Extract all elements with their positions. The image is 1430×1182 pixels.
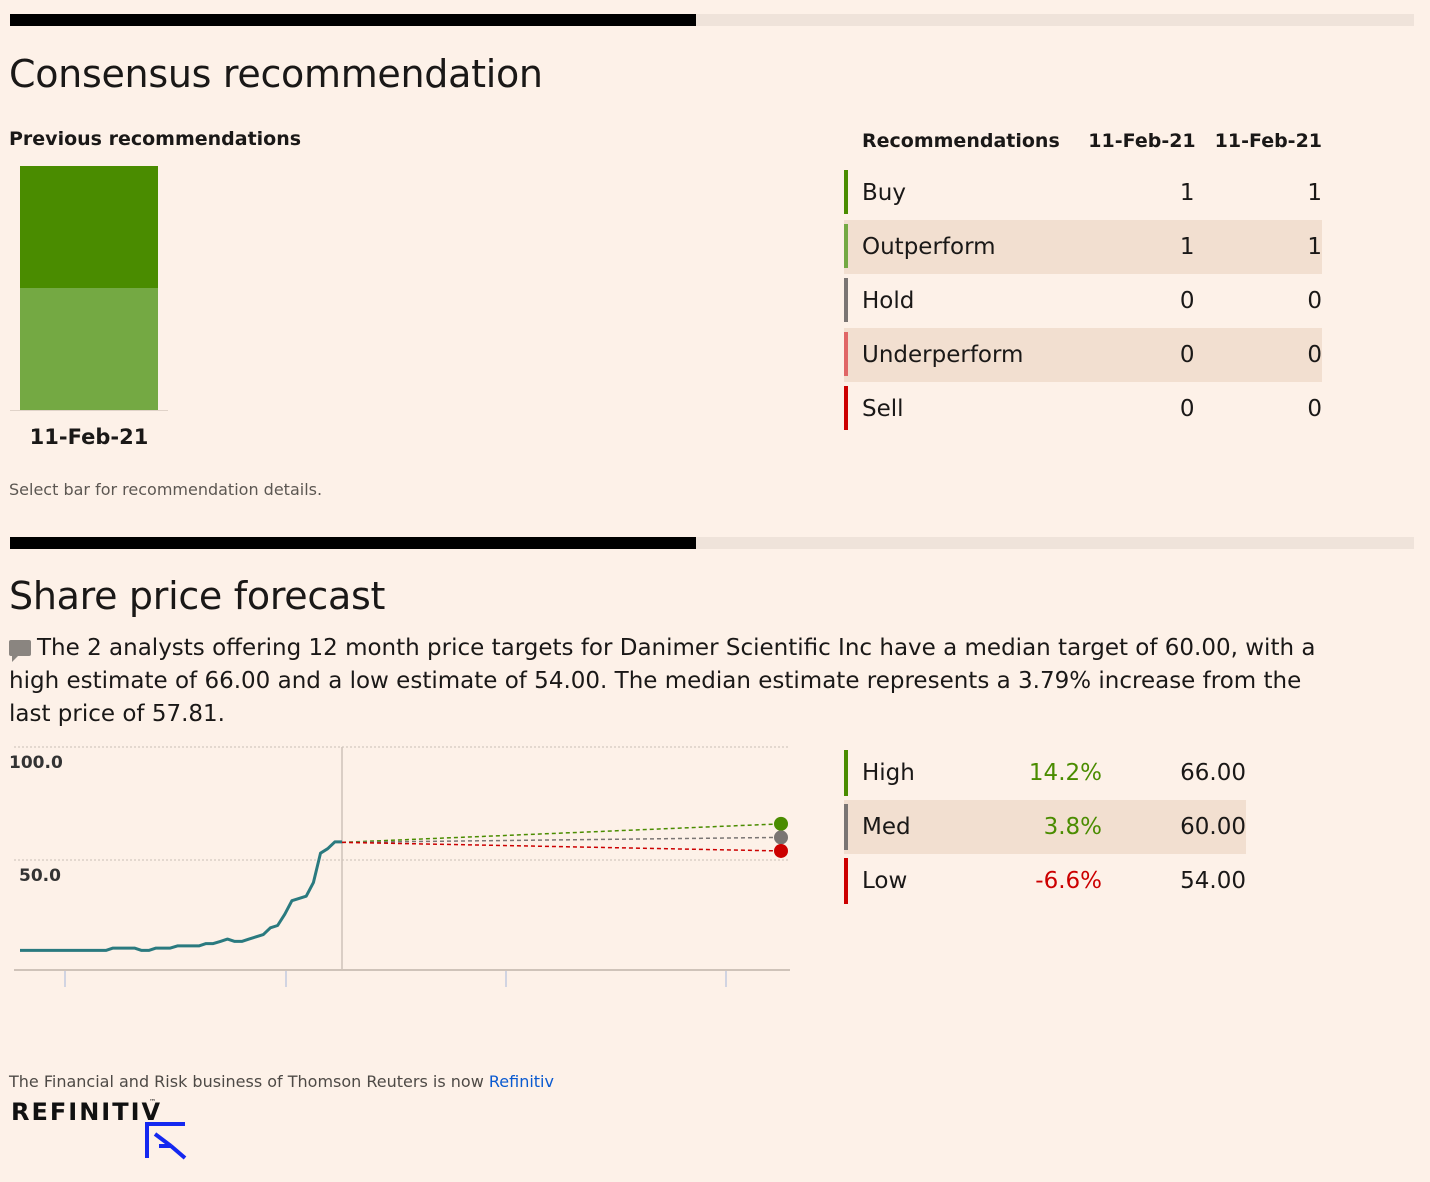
row-label: Buy [862, 180, 906, 206]
recommendations-table: Recommendations 11-Feb-21 11-Feb-21 Buy … [844, 126, 1322, 436]
row-label: Med [862, 814, 911, 840]
row-label: Hold [862, 288, 915, 314]
table-row: Hold 0 0 [844, 274, 1322, 328]
footer-text: The Financial and Risk business of Thoms… [9, 1072, 489, 1091]
row-value-2: 0 [1307, 396, 1322, 422]
high-color-bar [844, 750, 848, 796]
section-rule [10, 537, 1414, 549]
row-pct: 3.8% [1043, 814, 1102, 840]
bar-date-label: 11-Feb-21 [29, 425, 149, 449]
row-value-1: 0 [1179, 342, 1195, 368]
row-label: Outperform [862, 234, 996, 260]
header-date-2: 11-Feb-21 [1214, 130, 1323, 152]
bar-hint: Select bar for recommendation details. [9, 480, 323, 499]
forecast-low-line [341, 841, 782, 852]
logo-text: REFINITIV [11, 1098, 163, 1126]
previous-recommendations-label: Previous recommendations [9, 128, 302, 150]
speech-bubble-icon [9, 640, 31, 662]
buy-color-bar [844, 170, 848, 214]
low-color-bar [844, 858, 848, 904]
row-value: 66.00 [1180, 760, 1246, 786]
row-value: 60.00 [1180, 814, 1246, 840]
row-value-1: 0 [1179, 396, 1195, 422]
summary-text: The 2 analysts offering 12 month price t… [9, 635, 1316, 727]
forecast-low-point [774, 843, 788, 858]
refinitiv-logo: REFINITIV ™ [11, 1098, 187, 1160]
ytick-label: 50.0 [19, 866, 61, 886]
refinitiv-mark-icon [145, 1122, 187, 1160]
row-label: Underperform [862, 342, 1024, 368]
table-row: Low -6.6% 54.00 [844, 854, 1246, 908]
table-row: High 14.2% 66.00 [844, 746, 1246, 800]
row-value-2: 0 [1307, 342, 1322, 368]
ytick-label: 100.0 [9, 753, 63, 773]
forecast-high-line [341, 823, 782, 844]
forecast-table: High 14.2% 66.00 Med 3.8% 60.00 Low -6.6… [844, 746, 1246, 908]
logo-trademark: ™ [149, 1098, 156, 1106]
underperform-color-bar [844, 332, 848, 376]
row-label: Sell [862, 396, 904, 422]
row-value-1: 0 [1179, 288, 1195, 314]
outperform-color-bar [844, 224, 848, 268]
recommendation-bar[interactable] [20, 166, 158, 410]
forecast-summary: The 2 analysts offering 12 month price t… [9, 632, 1329, 731]
header-date-1: 11-Feb-21 [1088, 130, 1196, 152]
forecast-title: Share price forecast [9, 574, 386, 618]
forecast-high-point [774, 816, 788, 831]
hold-color-bar [844, 278, 848, 322]
row-value-1: 1 [1179, 180, 1195, 206]
row-pct: 14.2% [1028, 760, 1102, 786]
table-row: Underperform 0 0 [844, 328, 1322, 382]
section-rule [10, 14, 1414, 26]
header-recommendations: Recommendations [862, 130, 1060, 152]
bar-segment-outperform[interactable] [20, 288, 158, 410]
table-row: Outperform 1 1 [844, 220, 1322, 274]
row-pct: -6.6% [1035, 868, 1102, 894]
table-row: Med 3.8% 60.00 [844, 800, 1246, 854]
row-value-2: 1 [1307, 180, 1322, 206]
forecast-med-point [774, 830, 788, 845]
table-row: Sell 0 0 [844, 382, 1322, 436]
row-value-1: 1 [1179, 234, 1195, 260]
row-value-2: 0 [1307, 288, 1322, 314]
row-value-2: 1 [1307, 234, 1322, 260]
footer-note: The Financial and Risk business of Thoms… [9, 1072, 554, 1091]
refinitiv-link[interactable]: Refinitiv [488, 1072, 554, 1091]
bar-baseline [10, 410, 168, 411]
row-label: High [862, 760, 915, 786]
med-color-bar [844, 804, 848, 850]
row-value: 54.00 [1180, 868, 1246, 894]
forecast-med-line [341, 836, 782, 844]
price-series-line [20, 840, 342, 952]
bar-segment-buy[interactable] [20, 166, 158, 288]
table-header: Recommendations 11-Feb-21 11-Feb-21 [844, 126, 1322, 156]
sell-color-bar [844, 386, 848, 430]
consensus-title: Consensus recommendation [9, 52, 543, 96]
row-label: Low [862, 868, 908, 894]
price-forecast-chart: 100.0 50.0 [9, 746, 790, 987]
table-row: Buy 1 1 [844, 166, 1322, 220]
